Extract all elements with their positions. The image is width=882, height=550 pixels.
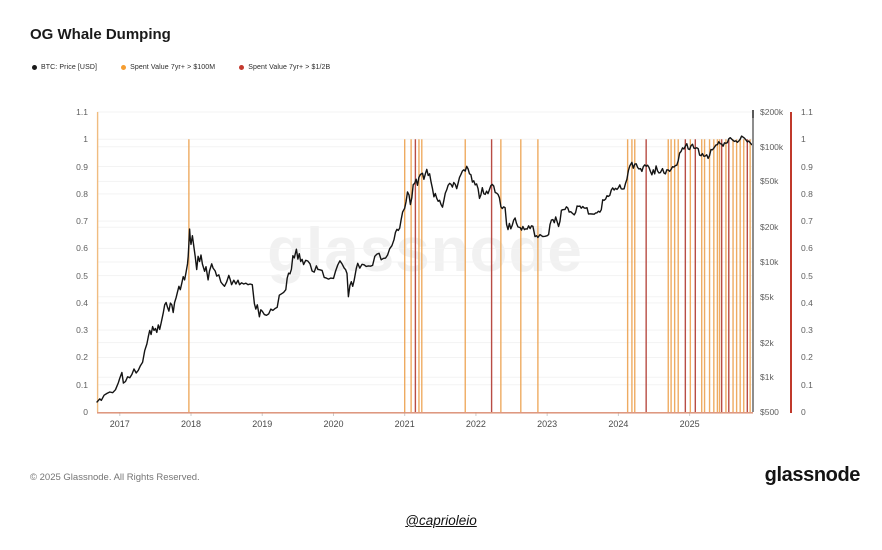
- price-axis-tick: $10k: [760, 257, 779, 267]
- left-axis-tick: 0.7: [76, 216, 88, 227]
- right-axis-tick: 0.7: [801, 216, 813, 227]
- x-axis-tick: 2017: [109, 419, 130, 429]
- glassnode-logo: glassnode: [764, 464, 861, 486]
- left-axis-tick: 0.2: [76, 352, 88, 363]
- left-axis-tick: 1: [83, 134, 88, 145]
- legend-label: BTC: Price [USD]: [41, 64, 98, 71]
- price-axis-tick: $1k: [760, 372, 774, 383]
- left-axis-tick: 0.1: [76, 379, 88, 390]
- legend-dot-icon: [239, 65, 245, 70]
- right-axis-tick: 0.9: [801, 161, 813, 172]
- right-axis-tick: 0: [801, 407, 806, 417]
- right-axis-tick: 0.5: [801, 270, 813, 281]
- price-axis-tick: $5k: [760, 291, 774, 302]
- right-axis-tick: 0.8: [801, 188, 813, 199]
- page-title: OG Whale Dumping: [30, 26, 171, 43]
- x-axis-tick: 2018: [181, 419, 202, 429]
- x-axis-tick: 2021: [394, 419, 415, 429]
- plot-area[interactable]: [96, 111, 754, 416]
- price-axis-tick: $200k: [760, 107, 784, 117]
- x-axis-tick: 2024: [608, 419, 629, 429]
- author-handle-link[interactable]: @caprioleio: [405, 513, 477, 528]
- left-axis-tick: 0.5: [76, 270, 88, 281]
- right-axis-tick: 1.1: [801, 107, 813, 117]
- price-axis-tick: $20k: [760, 222, 779, 233]
- right-axis-tick: 0.2: [801, 352, 813, 363]
- copyright-text: © 2025 Glassnode. All Rights Reserved.: [30, 472, 200, 483]
- left-axis-tick: 0.9: [76, 161, 88, 172]
- legend-item-1[interactable]: Spent Value 7yr+ > $100M: [121, 64, 215, 71]
- price-axis-line: [752, 110, 754, 412]
- legend-dot-icon: [121, 65, 127, 70]
- price-axis-line-cap: [752, 110, 754, 118]
- price-axis-tick: $50k: [760, 176, 779, 187]
- left-axis-tick: 0.4: [76, 297, 88, 308]
- right-axis-tick: 0.1: [801, 379, 813, 390]
- price-axis-tick: $500: [760, 407, 779, 417]
- x-axis-tick: 2022: [465, 419, 486, 429]
- legend-label: Spent Value 7yr+ > $1/2B: [248, 64, 331, 71]
- legend-item-0[interactable]: BTC: Price [USD]: [32, 64, 97, 71]
- legend-item-2[interactable]: Spent Value 7yr+ > $1/2B: [239, 64, 330, 71]
- left-axis-tick: 0.6: [76, 243, 88, 254]
- x-axis-tick: 2025: [679, 419, 700, 429]
- price-chart-svg: [96, 111, 754, 416]
- left-axis-tick: 0: [83, 407, 88, 417]
- x-axis-tick: 2019: [252, 419, 273, 429]
- btc-price-line: [96, 135, 754, 403]
- left-axis-tick: 0.3: [76, 325, 88, 336]
- right-axis-tick: 0.6: [801, 243, 813, 254]
- left-axis-tick: 1.1: [76, 107, 88, 117]
- price-axis-tick: $2k: [760, 337, 774, 348]
- legend-label: Spent Value 7yr+ > $100M: [130, 64, 216, 71]
- right-axis-tick: 0.3: [801, 325, 813, 336]
- x-axis-tick: 2020: [323, 419, 344, 429]
- red-series-axis-line: [790, 112, 792, 413]
- x-axis-tick: 2023: [537, 419, 558, 429]
- price-axis-tick: $100k: [760, 141, 784, 152]
- right-axis-tick: 0.4: [801, 297, 813, 308]
- right-axis-tick: 1: [801, 134, 806, 145]
- legend-dot-icon: [32, 65, 37, 70]
- legend: BTC: Price [USD] Spent Value 7yr+ > $100M…: [32, 64, 330, 71]
- author-handle: @caprioleio: [0, 512, 882, 530]
- left-axis-tick: 0.8: [76, 188, 88, 199]
